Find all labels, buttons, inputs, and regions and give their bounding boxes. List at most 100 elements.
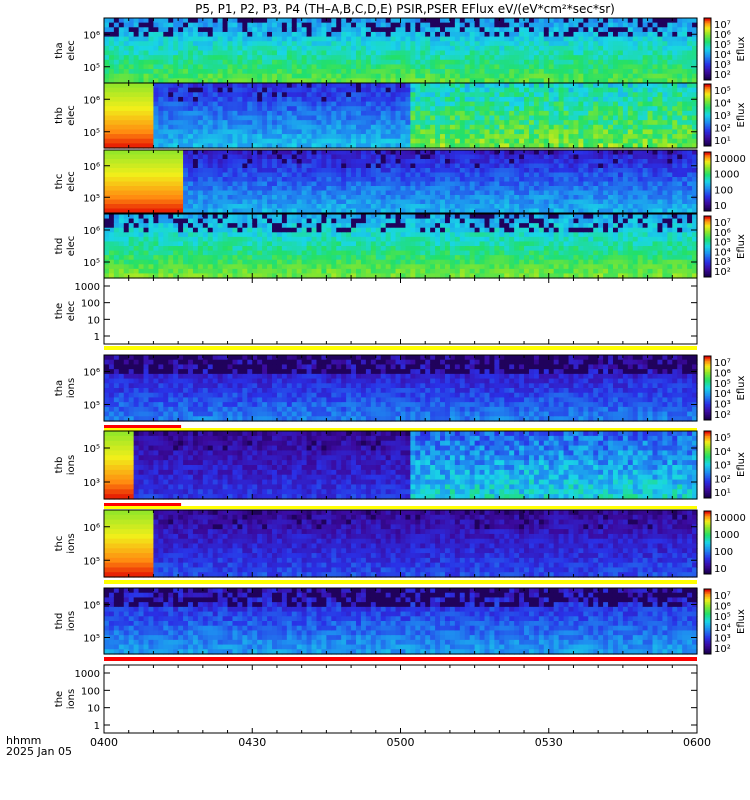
thc-elec-colorbar: 10000 1000 100 10	[703, 151, 746, 212]
panel-thc-elec: 10⁶ 10⁵ thc elec 10000 1000 100 10	[54, 149, 746, 214]
colorbar-tick-label: 10000	[714, 513, 746, 524]
colorbar-tick-label: 10²	[714, 267, 731, 278]
colorbar-tick-label: 10⁷	[714, 20, 731, 31]
panel-label: elec	[66, 105, 77, 126]
colorbar-tick-label: 10⁵	[714, 238, 731, 249]
colorbar-tick-label: 10²	[714, 124, 731, 135]
colorbar-tick-label: 10⁴	[714, 389, 731, 400]
colorbar-tick-label: 10⁶	[714, 30, 731, 41]
x-tick-label: 0600	[683, 736, 711, 749]
colorbar-tick-label: 10²	[714, 474, 731, 485]
colorbar-tick-label: 100	[714, 547, 733, 558]
y-tick-label: 10⁶	[83, 226, 100, 237]
data-availability-bar	[104, 428, 697, 431]
y-tick-label: 10⁵	[83, 63, 100, 74]
colorbar-tick-label: 10¹	[714, 136, 731, 147]
y-tick-label: 10⁶	[83, 368, 100, 379]
colorbar-tick-label: 10¹	[714, 488, 731, 499]
panel-label: thd	[54, 238, 65, 255]
colorbar-tick-label: 10²	[714, 644, 731, 655]
the-ions-frame	[103, 664, 698, 734]
x-tick-label: 0530	[535, 736, 563, 749]
y-tick-label: 10³	[83, 478, 100, 489]
y-tick-label: 1	[94, 332, 100, 343]
colorbar-tick-label: 10⁴	[714, 99, 731, 110]
x-axis-label-line2: 2025 Jan 05	[6, 745, 72, 758]
colorbar-tick-label: 100	[714, 185, 733, 196]
y-tick-label: 10	[87, 315, 100, 326]
the-elec-frame	[103, 277, 698, 345]
y-tick-label: 10	[87, 704, 100, 715]
panel-label: elec	[66, 171, 77, 192]
y-tick-label: 1000	[75, 669, 100, 680]
colorbar-tick-label: 10⁷	[714, 358, 731, 369]
x-axis-label-line1: hhmm	[6, 734, 41, 747]
y-tick-label: 1000	[75, 282, 100, 293]
y-tick-label: 100	[81, 299, 100, 310]
colorbar-tick-label: 1000	[714, 170, 739, 181]
data-availability-bar	[104, 346, 697, 350]
thc-ions-spectrogram	[104, 510, 698, 578]
colorbar-tick-label: 10³	[714, 633, 731, 644]
y-tick-label: 10⁵	[83, 556, 100, 567]
y-tick-label: 10⁶	[83, 30, 100, 41]
colorbar-title: Eflux	[736, 36, 747, 61]
colorbar-tick-label: 10⁵	[714, 379, 731, 390]
colorbar-tick-label: 10²	[714, 70, 731, 81]
panel-the-elec: 1000 100 10 1 the elec	[54, 277, 698, 350]
thd-ions-spectrogram	[104, 588, 698, 655]
colorbar-tick-label: 10⁵	[714, 86, 731, 97]
thc-ions-colorbar: 10000 1000 100 10	[703, 510, 746, 575]
colorbar-tick-label: 10000	[714, 154, 746, 165]
panel-label: ions	[66, 689, 77, 709]
colorbar-tick-label: 10⁷	[714, 591, 731, 602]
x-tick-label: 0500	[387, 736, 415, 749]
colorbar-tick-label: 10³	[714, 400, 731, 411]
thb-ions-colorbar: 10⁵ 10⁴ 10³ 10² 10¹ Eflux	[703, 430, 747, 499]
colorbar-tick-label: 10	[714, 201, 727, 212]
y-tick-label: 10⁵	[83, 401, 100, 412]
panel-label: tha	[54, 380, 65, 396]
y-tick-label: 10⁶	[83, 523, 100, 534]
colorbar-tick-label: 10⁴	[714, 247, 731, 258]
panel-label: ions	[66, 378, 77, 398]
colorbar-tick-label: 10⁶	[714, 602, 731, 613]
colorbar-tick-label: 10²	[714, 410, 731, 421]
x-tick-label: 0400	[90, 736, 118, 749]
colorbar-tick-label: 10⁵	[714, 40, 731, 51]
colorbar-tick-label: 10⁶	[714, 368, 731, 379]
colorbar-tick-label: 10³	[714, 461, 731, 472]
tha-ions-spectrogram	[104, 355, 698, 422]
y-tick-label: 10⁶	[83, 95, 100, 106]
tha-elec-spectrogram	[104, 18, 698, 84]
panel-label: thb	[54, 457, 65, 474]
colorbar-tick-label: 10⁶	[714, 228, 731, 239]
colorbar-tick-label: 10⁴	[714, 447, 731, 458]
y-tick-label: 10⁶	[83, 162, 100, 173]
y-tick-label: 10⁵	[83, 128, 100, 139]
x-tick-label: 0430	[238, 736, 266, 749]
thb-ions-spectrogram	[104, 431, 698, 500]
panel-label: elec	[66, 40, 77, 61]
colorbar-tick-label: 10⁵	[714, 612, 731, 623]
colorbar-title: Eflux	[736, 452, 747, 477]
colorbar-tick-label: 10³	[714, 60, 731, 71]
panel-label: elec	[66, 236, 77, 257]
panel-label: thd	[54, 613, 65, 630]
colorbar-tick-label: 10⁷	[714, 218, 731, 229]
panel-thb-ions: 10⁵ 10³ thb ions 10⁵ 10⁴ 10³ 10² 10¹ Eflux	[54, 430, 747, 509]
data-availability-bar	[104, 503, 182, 507]
y-tick-label: 100	[81, 686, 100, 697]
data-availability-bar	[104, 506, 697, 509]
colorbar-tick-label: 10⁴	[714, 50, 731, 61]
colorbar-tick-label: 10³	[714, 111, 731, 122]
